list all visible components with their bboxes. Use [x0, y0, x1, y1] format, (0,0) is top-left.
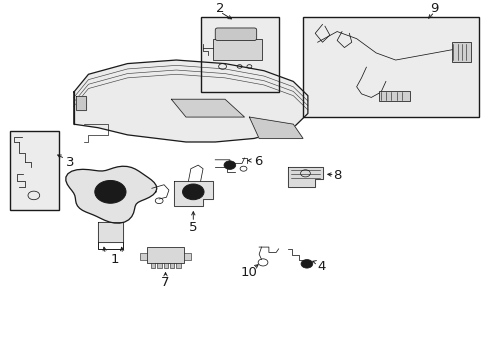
Bar [10, 131, 59, 210]
Circle shape [95, 180, 126, 203]
Text: 3: 3 [65, 156, 74, 169]
Polygon shape [66, 166, 157, 223]
Bar [451, 42, 470, 62]
Polygon shape [288, 167, 322, 186]
Bar [169, 263, 174, 269]
Text: 8: 8 [332, 169, 341, 182]
Circle shape [102, 185, 119, 198]
Bar [212, 39, 261, 60]
Polygon shape [171, 99, 244, 117]
Polygon shape [76, 96, 86, 110]
Polygon shape [249, 117, 303, 138]
Text: 4: 4 [317, 260, 325, 273]
Bar [163, 263, 167, 269]
Polygon shape [74, 60, 307, 142]
Text: 6: 6 [253, 155, 262, 168]
Bar [200, 17, 278, 92]
Polygon shape [98, 222, 122, 242]
Circle shape [301, 260, 312, 268]
Text: 5: 5 [189, 221, 197, 234]
Bar [183, 253, 190, 260]
Text: 7: 7 [161, 276, 169, 289]
Text: 9: 9 [429, 2, 438, 15]
Text: 10: 10 [241, 266, 257, 279]
Polygon shape [173, 181, 212, 206]
Circle shape [182, 184, 203, 200]
Bar [303, 17, 478, 117]
Circle shape [304, 262, 309, 266]
FancyBboxPatch shape [215, 28, 256, 40]
Bar [140, 253, 147, 260]
Circle shape [188, 188, 198, 195]
Bar [157, 263, 161, 269]
Circle shape [224, 161, 235, 170]
Text: 2: 2 [215, 2, 224, 15]
Text: 1: 1 [111, 253, 119, 266]
Bar [151, 263, 155, 269]
Bar [378, 91, 409, 101]
Bar [147, 247, 183, 263]
Bar [176, 263, 180, 269]
